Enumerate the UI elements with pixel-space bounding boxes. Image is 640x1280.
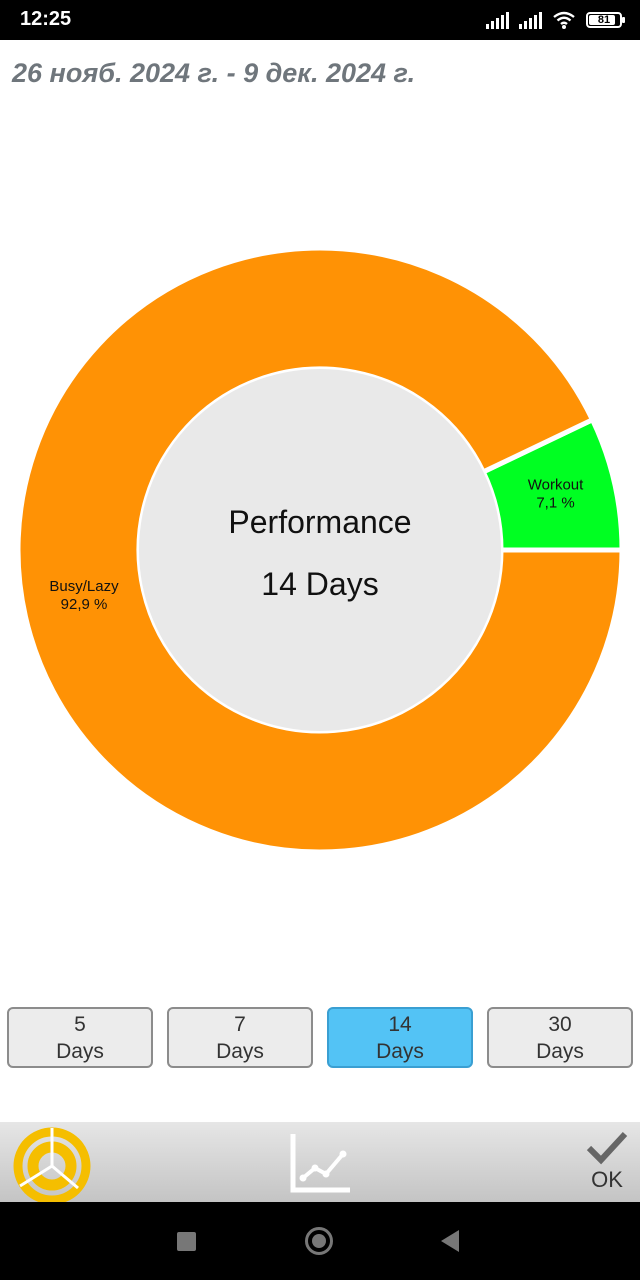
status-icons: 81 <box>486 8 625 32</box>
status-bar: 12:25 81 <box>0 0 640 40</box>
slice-label: Workout <box>528 477 584 494</box>
period-number: 30 <box>548 1012 572 1036</box>
period-unit: Days <box>216 1039 264 1063</box>
period-unit: Days <box>536 1039 584 1063</box>
signal-icon-2 <box>519 11 542 29</box>
period-number: 5 <box>74 1012 86 1036</box>
bottom-toolbar: OK <box>0 1122 640 1205</box>
checkmark-icon <box>586 1131 628 1165</box>
period-button-30-days[interactable]: 30 Days <box>487 1007 633 1068</box>
donut-center-title: Performance <box>228 504 411 540</box>
wifi-icon <box>553 11 575 29</box>
status-time: 12:25 <box>20 8 72 30</box>
donut-hole <box>139 369 501 731</box>
battery-icon: 81 <box>586 12 625 28</box>
signal-icon <box>486 11 509 29</box>
ok-button[interactable]: OK <box>583 1128 631 1198</box>
home-circle-icon[interactable] <box>305 1227 333 1255</box>
period-selector: 5 Days 7 Days 14 Days 30 Days <box>7 1007 633 1068</box>
back-triangle-icon[interactable] <box>441 1230 459 1252</box>
line-graph-icon[interactable] <box>288 1132 352 1196</box>
date-range: 26 нояб. 2024 г. - 9 дек. 2024 г. <box>12 58 416 88</box>
period-button-7-days[interactable]: 7 Days <box>167 1007 313 1068</box>
period-number: 7 <box>234 1012 246 1036</box>
slice-value-label: 7,1 % <box>536 495 574 512</box>
battery-level: 81 <box>597 14 611 26</box>
recents-square-icon[interactable] <box>177 1232 196 1251</box>
pie-chart-icon[interactable] <box>12 1126 92 1206</box>
ok-label: OK <box>591 1167 623 1192</box>
period-button-14-days[interactable]: 14 Days <box>327 1007 473 1068</box>
period-unit: Days <box>56 1039 104 1063</box>
slice-value-label: 92,9 % <box>61 596 108 613</box>
period-number: 14 <box>388 1012 412 1036</box>
slice-label: Busy/Lazy <box>49 578 119 595</box>
period-unit: Days <box>376 1039 424 1063</box>
period-button-5-days[interactable]: 5 Days <box>7 1007 153 1068</box>
system-nav-bar <box>0 1202 640 1280</box>
donut-center-subtitle: 14 Days <box>261 566 378 602</box>
